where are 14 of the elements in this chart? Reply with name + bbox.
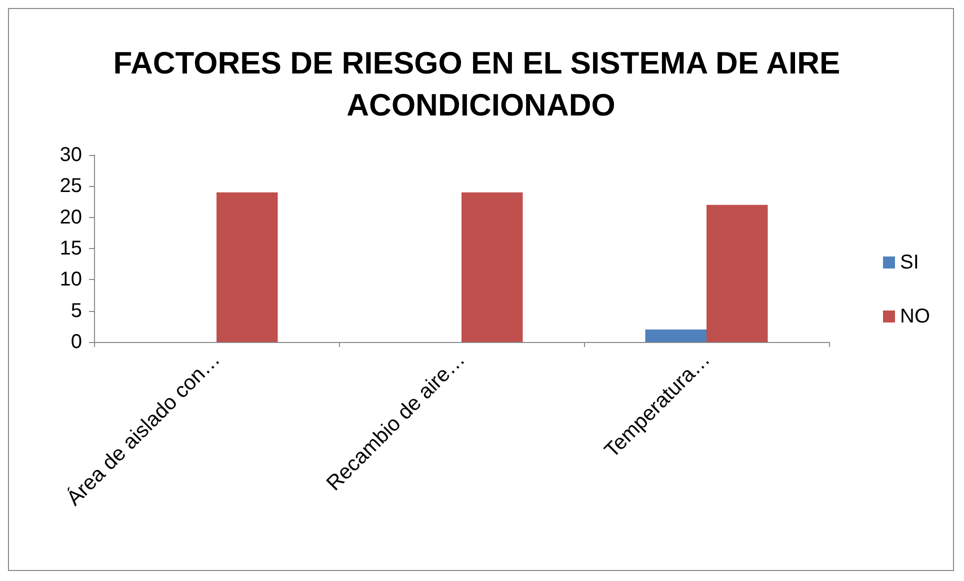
y-tick-label: 10 [60, 268, 82, 291]
y-tick-label: 15 [60, 238, 82, 260]
legend-label: NO [900, 306, 930, 328]
y-tick-label: 20 [60, 206, 82, 228]
y-tick-label: 25 [60, 175, 82, 198]
chart-title: FACTORES DE RIESGO EN EL SISTEMA DE AIRE ACONDICIONADO [113, 46, 849, 122]
y-tick-label: 5 [70, 300, 82, 322]
bar [462, 192, 523, 342]
bar [216, 192, 278, 342]
bar [706, 204, 768, 342]
y-tick-label: 30 [60, 144, 82, 166]
legend-label: SI [900, 252, 919, 274]
y-tick-label: 0 [70, 331, 82, 353]
bar [645, 330, 706, 342]
